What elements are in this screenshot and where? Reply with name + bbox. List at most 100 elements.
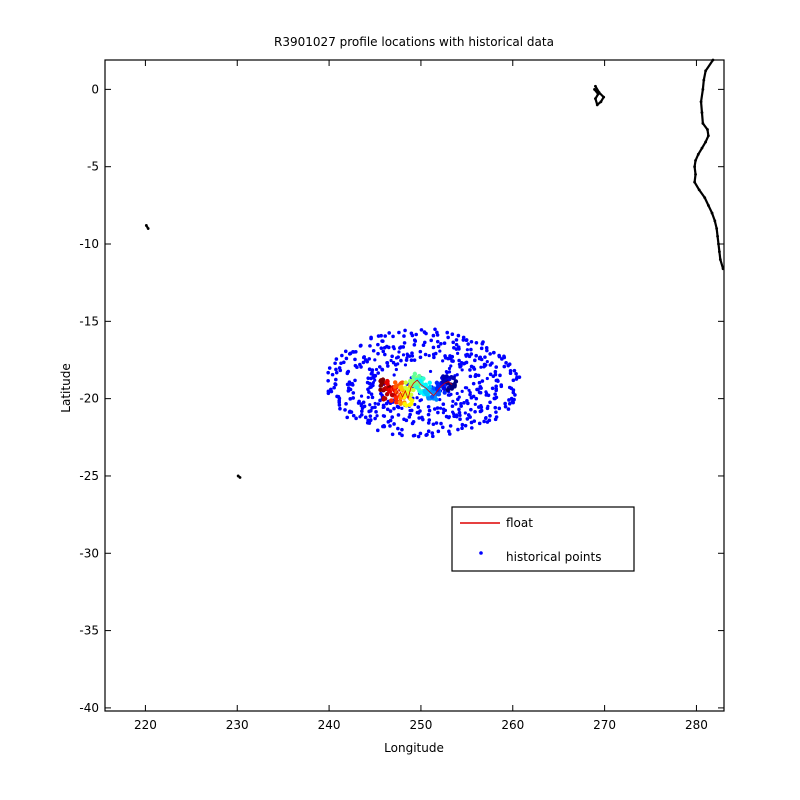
- historical-point: [394, 356, 399, 360]
- float-track: [383, 379, 453, 401]
- historical-point: [360, 409, 364, 414]
- historical-point: [392, 373, 396, 377]
- historical-point: [427, 353, 431, 358]
- historical-point: [410, 333, 415, 338]
- south-america-coast-vertex: [693, 180, 697, 184]
- x-tick-label: 260: [501, 718, 524, 732]
- historical-point: [373, 401, 377, 406]
- historical-point: [431, 422, 436, 427]
- x-axis-label: Longitude: [384, 741, 444, 755]
- x-tick-label: 250: [409, 718, 432, 732]
- historical-point: [483, 364, 487, 368]
- historical-point: [474, 340, 479, 345]
- historical-point: [383, 352, 387, 357]
- historical-point: [402, 334, 406, 338]
- historical-point: [493, 396, 497, 401]
- historical-point: [373, 405, 377, 410]
- historical-point: [401, 353, 406, 357]
- south-america-coast-vertex: [701, 121, 705, 125]
- historical-point: [477, 421, 482, 426]
- historical-point: [474, 396, 479, 401]
- historical-point: [438, 406, 443, 410]
- historical-point: [472, 419, 477, 423]
- y-tick-label: -15: [79, 314, 99, 328]
- historical-point: [506, 407, 511, 411]
- float-point: [445, 387, 450, 393]
- float-point: [388, 398, 394, 403]
- historical-point: [359, 394, 364, 398]
- y-tick-label: 0: [91, 82, 99, 96]
- float-point: [380, 377, 386, 382]
- historical-point: [332, 385, 336, 390]
- float-point: [382, 396, 388, 401]
- float-point: [449, 374, 454, 380]
- historical-point: [512, 368, 517, 373]
- historical-point: [506, 363, 511, 368]
- float-point: [404, 387, 410, 392]
- historical-point: [382, 424, 386, 428]
- historical-point: [381, 414, 385, 418]
- historical-point: [446, 335, 450, 340]
- south-america-coast-vertex: [706, 134, 710, 138]
- historical-point: [447, 429, 451, 434]
- historical-point: [376, 342, 380, 347]
- south-america-coast-vertex: [700, 146, 704, 150]
- south-america-coast-vertex: [694, 159, 697, 162]
- historical-point: [457, 410, 462, 415]
- historical-point: [326, 391, 331, 396]
- historical-point: [416, 405, 421, 409]
- historical-point: [426, 421, 431, 425]
- historical-point: [445, 371, 449, 375]
- historical-point: [466, 342, 470, 346]
- galapagos-vertex: [593, 87, 596, 91]
- historical-point: [378, 398, 382, 403]
- historical-point: [370, 395, 375, 400]
- historical-point: [345, 382, 350, 387]
- historical-point: [369, 385, 373, 389]
- historical-point: [369, 336, 373, 341]
- historical-point: [514, 377, 519, 381]
- historical-point: [369, 372, 373, 376]
- float-points: [378, 371, 459, 408]
- island-2-vertex: [236, 474, 240, 478]
- south-america-coast-vertex: [703, 196, 707, 200]
- historical-point: [385, 361, 389, 365]
- float-point: [421, 376, 426, 381]
- float-point: [408, 396, 413, 402]
- historical-point: [485, 348, 489, 353]
- historical-point: [460, 422, 465, 427]
- historical-point: [425, 432, 429, 437]
- historical-point: [371, 380, 375, 385]
- historical-point: [385, 407, 390, 412]
- historical-point: [469, 395, 474, 400]
- historical-point: [342, 360, 346, 365]
- historical-point: [461, 335, 466, 340]
- historical-point: [456, 351, 460, 355]
- float-point: [422, 389, 427, 394]
- historical-point: [355, 365, 359, 370]
- historical-point: [373, 358, 377, 362]
- historical-point: [502, 364, 507, 369]
- historical-point: [435, 406, 440, 410]
- historical-point: [388, 418, 393, 423]
- chart-title: R3901027 profile locations with historic…: [274, 35, 554, 49]
- historical-point: [500, 357, 504, 361]
- historical-point: [376, 334, 381, 338]
- historical-point: [432, 355, 436, 360]
- float-point: [453, 379, 459, 384]
- float-point: [378, 383, 384, 388]
- historical-point: [493, 392, 497, 396]
- historical-point: [431, 352, 436, 357]
- island-2-vertex: [238, 476, 242, 479]
- historical-point: [414, 332, 418, 337]
- historical-point: [469, 420, 474, 425]
- historical-point: [350, 381, 355, 386]
- legend-historical-label: historical points: [506, 550, 601, 564]
- historical-point: [351, 350, 355, 354]
- y-tick-label: -30: [79, 546, 99, 560]
- historical-point: [441, 402, 446, 406]
- historical-point: [469, 352, 474, 356]
- historical-point: [482, 419, 486, 424]
- south-america-coast-vertex: [718, 258, 722, 261]
- y-tick-label: -5: [87, 160, 99, 174]
